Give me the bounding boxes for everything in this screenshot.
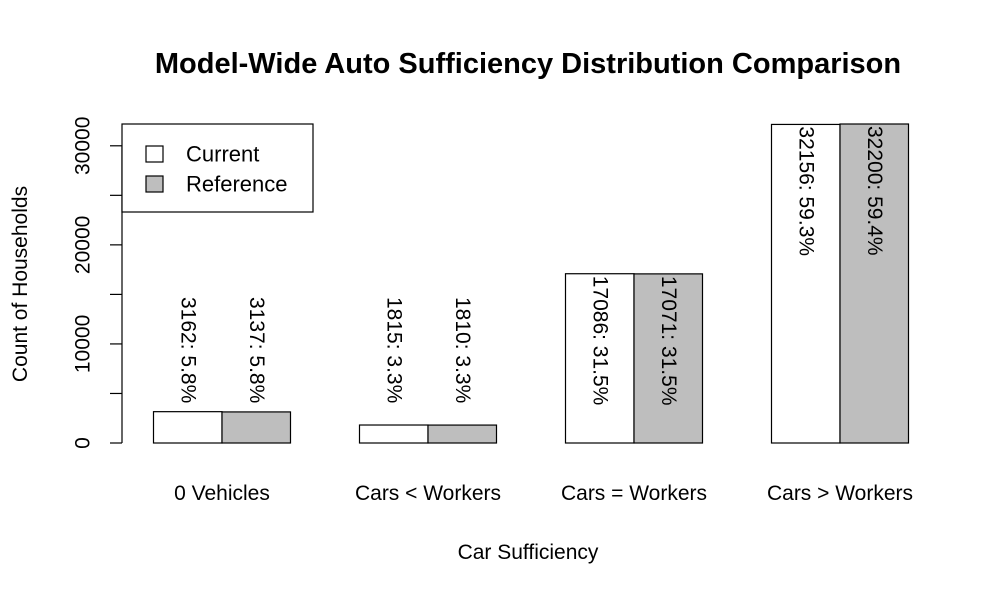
y-axis: 0 10000 20000 30000 xyxy=(72,117,123,449)
bar-labels: 3162: 5.8% 3137: 5.8% 1815: 3.3% 1810: 3.3%… xyxy=(176,126,886,405)
y-tick-label: 0 xyxy=(72,437,95,449)
bar-value-label: 17071: 31.5% xyxy=(657,276,680,406)
x-tick-label: 0 Vehicles xyxy=(174,482,270,505)
bar-value-label: 3162: 5.8% xyxy=(176,297,199,403)
x-tick-label: Cars > Workers xyxy=(767,482,913,505)
bar-value-label: 32200: 59.4% xyxy=(863,126,886,256)
bars xyxy=(152,123,910,444)
x-axis-label: Car Sufficiency xyxy=(458,541,599,564)
y-axis-label: Count of Households xyxy=(9,186,32,382)
y-tick-label: 10000 xyxy=(72,315,95,373)
bar-value-label: 17086: 31.5% xyxy=(588,276,611,406)
legend-label: Current xyxy=(186,142,259,167)
bar-value-label: 1815: 3.3% xyxy=(382,297,405,403)
bar-reference xyxy=(427,424,498,444)
x-tick-label: Cars = Workers xyxy=(561,482,707,505)
bar-current xyxy=(358,424,429,444)
legend-swatch xyxy=(145,175,164,193)
x-tick-label: Cars < Workers xyxy=(355,482,501,505)
bar-reference xyxy=(839,123,910,444)
legend: Current Reference xyxy=(121,123,314,213)
x-tick-labels: 0 Vehicles Cars < Workers Cars = Workers Ca… xyxy=(174,482,913,505)
legend-box xyxy=(121,123,314,213)
chart-title: Model-Wide Auto Sufficiency Distribution… xyxy=(155,48,901,80)
bar-current xyxy=(770,123,841,444)
y-tick-label: 30000 xyxy=(72,117,95,175)
legend-label: Reference xyxy=(186,172,288,197)
bar-value-label: 32156: 59.3% xyxy=(794,126,817,256)
bar-value-label: 1810: 3.3% xyxy=(451,297,474,403)
bar-current xyxy=(152,411,223,444)
y-tick-label: 20000 xyxy=(72,216,95,274)
bar-value-label: 3137: 5.8% xyxy=(245,297,268,403)
legend-swatch xyxy=(145,145,164,163)
bar-reference xyxy=(633,273,704,444)
bar-current xyxy=(564,273,635,444)
bar-reference xyxy=(221,411,292,444)
